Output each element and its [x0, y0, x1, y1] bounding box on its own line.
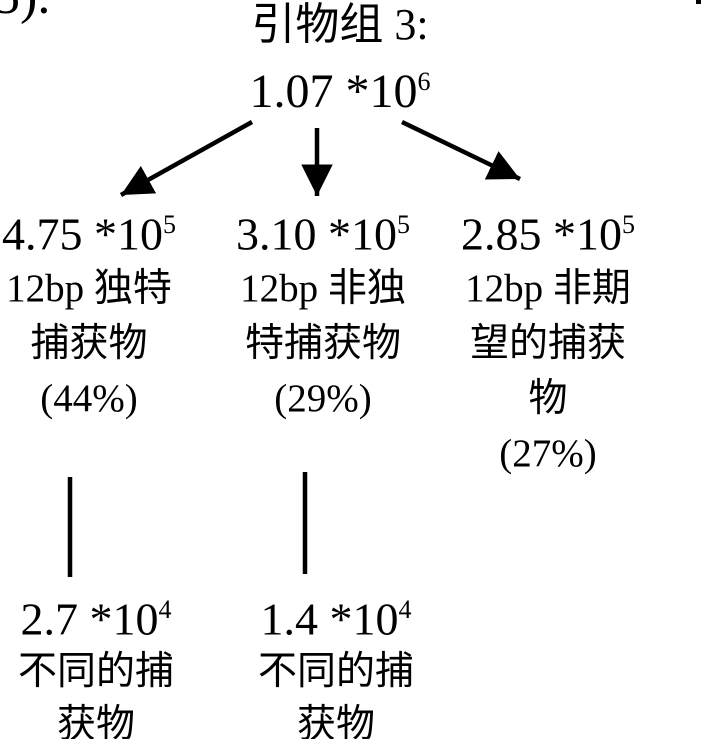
- branch-label-line: 捕获物: [30, 322, 148, 366]
- branch-label-line: 望的捕获: [469, 322, 626, 366]
- branch-value-exponent: 5: [397, 210, 410, 239]
- leaf-value-exponent: 4: [158, 595, 172, 624]
- branch-percent: (44%): [40, 377, 138, 421]
- branch-value-exponent: 5: [622, 210, 635, 239]
- arrow-root-to-unique: [119, 120, 254, 197]
- root-value: 1.07 *106: [140, 54, 540, 120]
- leaf-label-line: 不同的捕: [17, 650, 174, 694]
- branch-value: 3.10 *105: [227, 197, 419, 261]
- leaf-label-line: 不同的捕: [257, 650, 414, 694]
- leaf-value-mantissa: 2.7 *10: [20, 593, 159, 645]
- scan-artifact: [696, 0, 701, 4]
- branch-label-line: 12bp 独特: [6, 267, 172, 311]
- leaf-label-line: 获物: [296, 703, 375, 739]
- figure-index-label: 5).: [0, 0, 50, 25]
- branch-label-line: 特捕获物: [244, 322, 401, 366]
- root-title: 引物组 3:: [251, 0, 429, 49]
- branch-value: 4.75 *105: [0, 197, 184, 261]
- root-value-exponent: 6: [417, 67, 431, 96]
- branch-undesired-captures: 2.85 *105 12bp 非期 望的捕获 物 (27%): [452, 197, 644, 481]
- arrow-root-to-undesired: [401, 119, 521, 182]
- branch-value-mantissa: 2.85 *10: [461, 208, 622, 260]
- branch-percent: (27%): [499, 432, 597, 476]
- branch-percent: (29%): [274, 377, 372, 421]
- branch-value-mantissa: 4.75 *10: [2, 208, 163, 260]
- branch-nonunique-captures: 3.10 *105 12bp 非独 特捕获物 (29%): [227, 197, 419, 426]
- leaf-value-exponent: 4: [398, 595, 412, 624]
- leaf-value: 1.4 *104: [244, 583, 428, 645]
- leaf-distinct-captures-right: 1.4 *104 不同的捕 获物: [244, 583, 428, 739]
- root-node: 引物组 3: 1.07 *106: [140, 0, 540, 120]
- leaf-label-line: 获物: [56, 703, 135, 739]
- root-value-mantissa: 1.07 *10: [249, 65, 418, 118]
- leaf-distinct-captures-left: 2.7 *104 不同的捕 获物: [4, 583, 188, 739]
- branch-label-line: 12bp 非期: [465, 267, 631, 311]
- leaf-value-mantissa: 1.4 *10: [260, 593, 399, 645]
- branch-unique-captures: 4.75 *105 12bp 独特 捕获物 (44%): [0, 197, 184, 426]
- branch-label-line: 物: [528, 377, 568, 421]
- leaf-value: 2.7 *104: [4, 583, 188, 645]
- branch-value: 2.85 *105: [452, 197, 644, 261]
- branch-value-exponent: 5: [163, 210, 176, 239]
- branch-label-line: 12bp 非独: [240, 267, 406, 311]
- branch-value-mantissa: 3.10 *10: [236, 208, 397, 260]
